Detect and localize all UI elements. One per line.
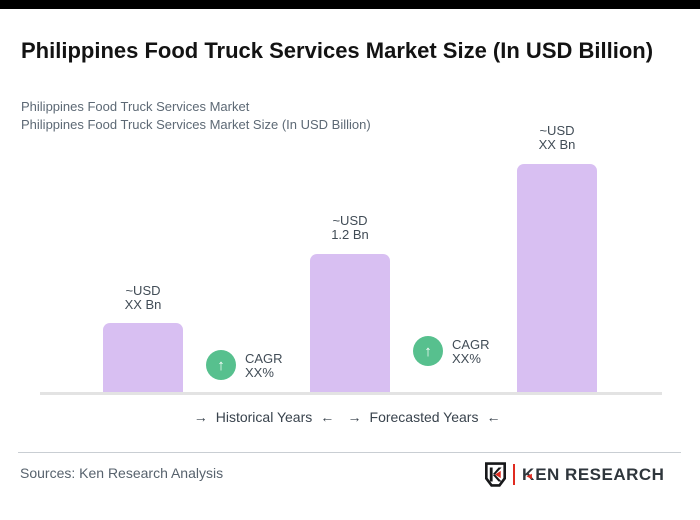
bar3-label-line1: ~USD [539,123,575,138]
bar1-label-line2: XX Bn [124,297,162,312]
cagr-badge-text: CAGR XX% [245,352,283,380]
cagr-up-arrow-icon: ↑ [206,350,236,380]
cagr-up-arrow-icon: ↑ [413,336,443,366]
bar-historical-start [103,323,183,392]
chart-subtitle: Philippines Food Truck Services Market P… [21,98,371,134]
bar2-label-line2: 1.2 Bn [331,227,369,242]
bar2-label-line1: ~USD [332,213,368,228]
bar1-label-line1: ~USD [125,283,161,298]
logo-wordmark: K ◄ EN RESEARCH [522,465,664,485]
right-arrow-icon: → [347,409,362,425]
cagr-value: XX% [245,365,274,380]
ken-research-logo: K ◄ EN RESEARCH [485,461,664,488]
axis-group-label: Forecasted Years [369,409,479,425]
cagr-label: CAGR [245,351,283,366]
logo-red-separator [513,464,515,485]
axis-group-forecasted: → Forecasted Years ← [348,410,501,425]
axis-group-label: Historical Years [215,409,313,425]
up-arrow-glyph: ↑ [217,356,225,374]
bar3-label-line2: XX Bn [538,137,576,152]
bar-value-label: ~USD 1.2 Bn [290,214,410,242]
left-arrow-icon: ← [320,409,335,425]
bar-forecast-end [517,164,597,392]
subtitle-line-2: Philippines Food Truck Services Market S… [21,117,371,132]
axis-group-historical: → Historical Years ← [194,410,335,425]
top-black-bar [0,0,700,9]
cagr-badge-text: CAGR XX% [452,338,490,366]
logo-letter-k: K [522,464,535,484]
logo-name-rest: EN RESEARCH [535,464,665,484]
left-arrow-icon: ← [486,409,501,425]
page-title: Philippines Food Truck Services Market S… [21,37,654,63]
sources-text: Sources: Ken Research Analysis [20,465,224,481]
x-axis-baseline [40,392,662,395]
bar-value-label: ~USD XX Bn [83,284,203,312]
cagr-value: XX% [452,351,481,366]
bar-value-label: ~USD XX Bn [497,124,617,152]
up-arrow-glyph: ↑ [424,342,432,360]
right-arrow-icon: → [193,409,208,425]
footer-divider [18,452,681,453]
ken-research-badge-icon [485,462,506,487]
red-triangle-icon: ◄ [524,470,535,481]
subtitle-line-1: Philippines Food Truck Services Market [21,99,250,114]
bar-historical-end [310,254,390,392]
cagr-label: CAGR [452,337,490,352]
